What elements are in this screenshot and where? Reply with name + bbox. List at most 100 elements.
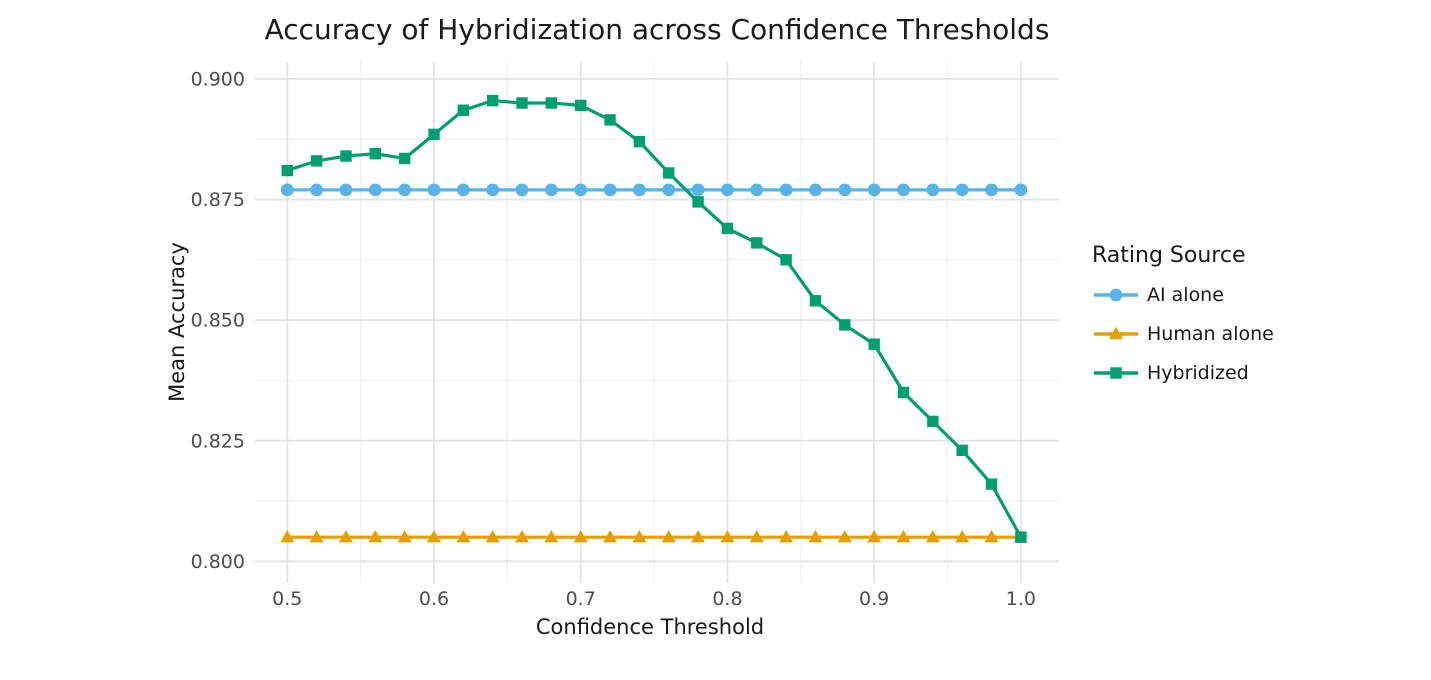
data-point-marker: [1109, 288, 1123, 301]
data-point-marker: [280, 529, 295, 543]
legend: Rating Source AI alone Human alone Hybri…: [1092, 243, 1274, 401]
data-point-marker: [720, 529, 735, 543]
data-point-marker: [809, 183, 822, 197]
data-point-marker: [544, 529, 559, 543]
y-tick-label: 0.850: [191, 310, 245, 332]
legend-swatch-circle-icon: [1092, 286, 1140, 304]
data-point-marker: [925, 529, 940, 543]
legend-item-ai-alone: AI alone: [1092, 283, 1274, 306]
data-point-marker: [310, 183, 324, 197]
y-axis-title: Mean Accuracy: [165, 242, 189, 402]
series-human-alone: [280, 529, 1028, 543]
data-point-marker: [662, 183, 676, 197]
legend-item-label: AI alone: [1147, 283, 1224, 306]
data-point-marker: [368, 183, 382, 197]
data-point-marker: [926, 183, 940, 197]
y-tick-label: 0.825: [191, 430, 245, 452]
series-hybridized: [281, 94, 1027, 543]
data-point-marker: [839, 319, 851, 331]
data-point-marker: [574, 183, 588, 197]
data-point-marker: [486, 94, 499, 107]
data-point-marker: [750, 183, 764, 197]
data-point-marker: [663, 167, 675, 179]
legend-item-label: Human alone: [1147, 322, 1274, 345]
legend-swatch-square-icon: [1092, 364, 1140, 382]
legend-key-glyph: [1094, 288, 1138, 301]
data-point-marker: [955, 529, 970, 543]
data-point-marker: [398, 183, 412, 197]
data-point-marker: [603, 529, 618, 543]
data-point-marker: [545, 97, 558, 109]
data-point-marker: [398, 152, 411, 165]
data-point-marker: [633, 135, 646, 148]
data-point-marker: [428, 128, 440, 141]
y-tick-label: 0.900: [191, 69, 245, 91]
data-point-marker: [838, 183, 852, 197]
legend-title: Rating Source: [1092, 243, 1246, 268]
data-point-marker: [368, 529, 383, 543]
legend-item-hybridized: Hybridized: [1092, 362, 1274, 384]
data-point-marker: [692, 196, 704, 208]
data-point-marker: [868, 338, 880, 350]
data-point-marker: [281, 164, 293, 177]
data-point-marker: [1014, 183, 1028, 197]
legend-key-glyph: [1094, 366, 1138, 379]
x-tick-label: 0.7: [566, 588, 596, 610]
data-point-marker: [897, 183, 910, 197]
data-point-marker: [896, 529, 911, 543]
data-point-marker: [721, 183, 734, 197]
data-point-marker: [456, 529, 471, 543]
data-point-marker: [309, 529, 324, 543]
data-point-marker: [338, 529, 353, 543]
data-point-marker: [486, 183, 500, 197]
data-point-marker: [779, 183, 793, 197]
data-point-marker: [837, 529, 852, 543]
data-point-marker: [956, 444, 968, 457]
y-tick-label: 0.800: [191, 551, 245, 573]
data-point-marker: [485, 529, 500, 543]
data-point-marker: [632, 183, 646, 197]
data-point-marker: [721, 222, 734, 235]
data-point-marker: [457, 104, 470, 116]
data-point-marker: [397, 529, 412, 543]
data-point-marker: [603, 183, 617, 197]
data-point-marker: [340, 150, 352, 162]
data-point-marker: [984, 529, 999, 543]
y-tick-label: 0.875: [191, 189, 245, 211]
data-point-marker: [516, 97, 528, 109]
data-point-marker: [867, 529, 882, 543]
legend-item-human-alone: Human alone: [1092, 322, 1274, 345]
data-point-marker: [897, 386, 910, 399]
data-point-marker: [691, 529, 706, 543]
data-point-marker: [575, 99, 587, 112]
data-point-marker: [779, 529, 794, 543]
data-point-marker: [426, 529, 441, 543]
x-axis-title: Confidence Threshold: [535, 615, 765, 639]
legend-swatch-triangle-icon: [1092, 325, 1140, 343]
data-point-marker: [927, 415, 939, 428]
x-tick-label: 0.9: [859, 588, 889, 610]
x-tick-label: 1.0: [1006, 588, 1036, 610]
data-point-marker: [427, 183, 441, 197]
data-point-marker: [661, 529, 676, 543]
chart-title: Accuracy of Hybridization across Confide…: [264, 13, 1050, 46]
x-tick-label: 0.8: [712, 588, 742, 610]
x-tick-label: 0.5: [272, 588, 302, 610]
data-point-marker: [955, 183, 969, 197]
data-point-marker: [604, 114, 616, 126]
series-ai-alone: [280, 183, 1028, 197]
data-point-marker: [985, 478, 998, 490]
data-point-marker: [780, 254, 792, 266]
data-point-marker: [751, 237, 763, 249]
data-point-marker: [339, 183, 353, 197]
x-tick-label: 0.6: [419, 588, 449, 610]
data-point-marker: [456, 183, 470, 197]
data-point-marker: [515, 183, 529, 197]
data-point-marker: [310, 155, 323, 167]
data-point-marker: [544, 183, 558, 197]
data-point-marker: [515, 529, 530, 543]
data-point-marker: [369, 147, 382, 160]
legend-key-glyph: [1094, 326, 1138, 339]
